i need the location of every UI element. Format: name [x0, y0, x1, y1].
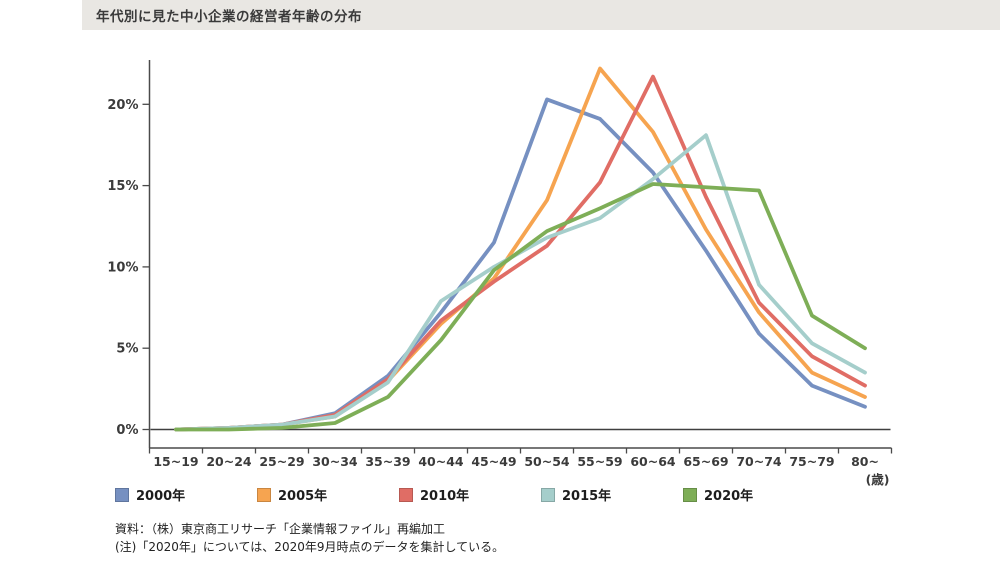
x-axis-tick-label: 70~74: [736, 454, 782, 469]
legend-label: 2015年: [562, 489, 612, 504]
x-axis-tick-label: 25~29: [259, 454, 304, 469]
legend-item-2010年: 2010年: [399, 485, 469, 504]
chart-legend: 2000年 2005年 2010年 2015年 2020年: [0, 485, 1000, 505]
x-axis-tick-label: 80~: [851, 454, 879, 469]
x-axis-unit-label: (歳): [866, 472, 890, 487]
series-line-2020年: [174, 182, 867, 432]
legend-item-2005年: 2005年: [257, 485, 327, 504]
y-axis-tick-label: 15%: [107, 179, 138, 194]
x-axis-tick-label: 60~64: [630, 454, 676, 469]
legend-item-2000年: 2000年: [115, 485, 185, 504]
source-line: 資料：（株）東京商工リサーチ「企業情報ファイル」再編加工: [115, 522, 446, 536]
legend-swatch: [683, 487, 697, 502]
x-axis-tick-label: 30~34: [312, 454, 358, 469]
x-axis-tick-label: 20~24: [206, 454, 252, 469]
note-line: (注)「2020年」については、2020年9月時点のデータを集計している。: [115, 539, 505, 554]
x-axis-tick-label: 50~54: [524, 454, 570, 469]
legend-swatch: [257, 487, 271, 502]
x-axis-tick-label: 35~39: [365, 454, 410, 469]
x-axis-tick-label: 55~59: [577, 454, 622, 469]
y-axis-tick-label: 0%: [116, 423, 138, 438]
legend-swatch: [399, 487, 413, 502]
legend-label: 2005年: [278, 489, 328, 504]
legend-label: 2010年: [420, 489, 470, 504]
source-note: 資料：（株）東京商工リサーチ「企業情報ファイル」再編加工 (注)「2020年」に…: [115, 521, 504, 556]
series-line-2015年: [174, 133, 867, 432]
chart-title-bar: 年代別に見た中小企業の経営者年齢の分布: [82, 0, 1000, 30]
legend-swatch: [115, 487, 129, 502]
legend-label: 2000年: [136, 489, 186, 504]
x-axis-tick-label: 65~69: [683, 454, 728, 469]
x-axis-tick-label: 40~44: [418, 454, 464, 469]
y-axis-tick-label: 10%: [107, 260, 138, 275]
legend-item-2020年: 2020年: [683, 485, 753, 504]
x-axis-tick-label: 15~19: [153, 454, 198, 469]
chart-title: 年代別に見た中小企業の経営者年齢の分布: [96, 9, 362, 25]
x-axis-tick-label: 75~79: [789, 454, 834, 469]
y-axis-tick-label: 20%: [107, 98, 138, 113]
legend-item-2015年: 2015年: [541, 485, 611, 504]
x-axis-tick-label: 45~49: [471, 454, 516, 469]
legend-swatch: [541, 487, 555, 502]
y-axis-tick-label: 5%: [116, 342, 138, 357]
legend-label: 2020年: [704, 489, 754, 504]
